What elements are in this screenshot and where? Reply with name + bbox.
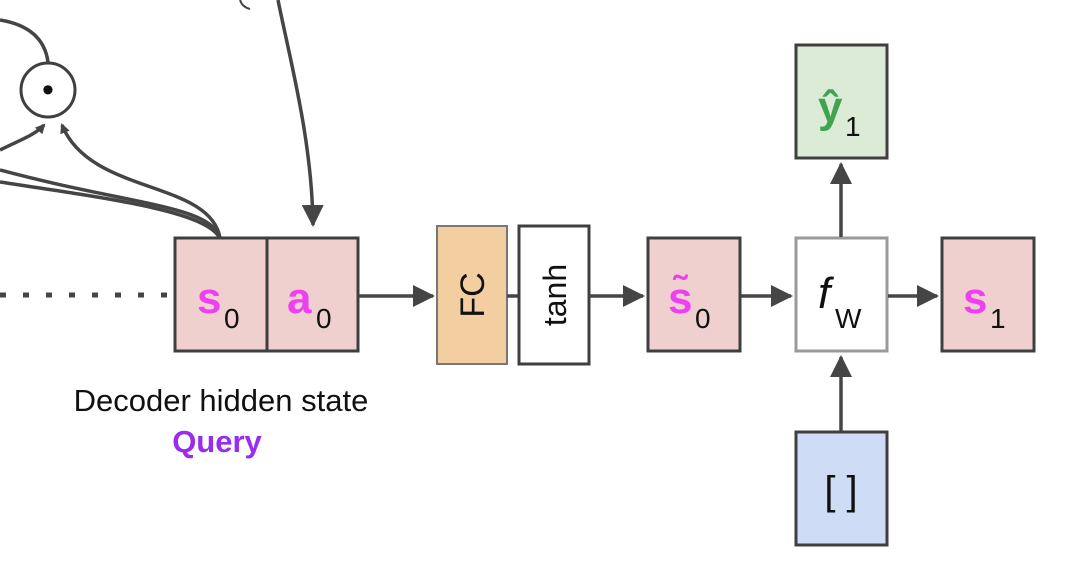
dot-product-circle xyxy=(19,61,77,119)
caption-decoder-hidden-state: Decoder hidden state xyxy=(74,383,369,418)
decoder-state-subscript: 0 xyxy=(224,303,240,334)
context-vector-subscript: 0 xyxy=(316,303,332,334)
query-curve-3 xyxy=(60,123,222,239)
combined-state-subscript: 0 xyxy=(695,303,711,334)
next-state-box: s 1 xyxy=(940,236,1036,353)
query-curve-1 xyxy=(0,168,222,239)
output-token-box: ŷ 1 xyxy=(794,43,889,160)
next-state-symbol: s xyxy=(963,274,987,323)
output-token-symbol: ŷ xyxy=(818,83,843,132)
rnn-cell-box: f W xyxy=(794,236,889,353)
combined-state-symbol: s̃ xyxy=(668,273,692,323)
encoder-curve-left-a xyxy=(0,123,46,152)
fc-layer-box: FC xyxy=(436,225,508,365)
caption-query: Query xyxy=(172,424,262,459)
fc-layer-label: FC xyxy=(454,272,492,317)
query-curve-2 xyxy=(0,180,222,239)
encoder-curve-top xyxy=(0,18,50,63)
input-token-label: [ ] xyxy=(824,469,857,513)
decoder-state-symbol: s xyxy=(197,274,221,323)
rnn-cell-subscript: W xyxy=(835,303,862,334)
dot-product-symbol: • xyxy=(42,71,54,109)
next-state-subscript: 1 xyxy=(990,303,1006,334)
tanh-layer-label: tanh xyxy=(537,264,573,326)
output-token-subscript: 1 xyxy=(845,111,861,142)
tanh-layer-box: tanh xyxy=(517,224,591,366)
attention-weights-arrow xyxy=(276,0,324,227)
decoder-state-box: s 0 xyxy=(173,236,269,353)
context-vector-box: a 0 xyxy=(265,236,360,353)
input-token-box: [ ] xyxy=(794,430,889,547)
top-glyph-fragment xyxy=(239,0,251,10)
context-vector-symbol: a xyxy=(287,274,312,323)
combined-state-box: s̃ 0 xyxy=(646,236,742,353)
